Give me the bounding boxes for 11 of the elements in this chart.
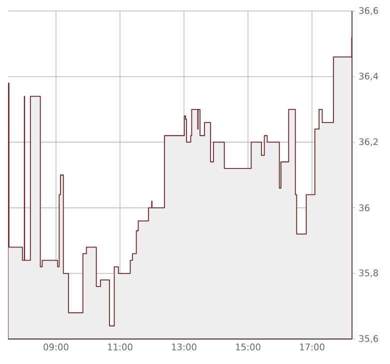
- x-tick-label: 17:00: [300, 344, 324, 350]
- x-tick-label: 15:00: [236, 344, 260, 350]
- y-tick-label: 36,6: [359, 7, 378, 15]
- x-tick-label: 13:00: [172, 344, 196, 350]
- x-tick-label: 09:00: [44, 344, 68, 350]
- y-tick-label: 35,8: [359, 270, 378, 278]
- y-tick-label: 36,4: [359, 72, 378, 80]
- y-tick-label: 36,2: [359, 138, 378, 146]
- y-tick-label: 36: [359, 204, 370, 212]
- y-tick-label: 35,6: [359, 335, 378, 343]
- x-tick-label: 11:00: [108, 344, 132, 350]
